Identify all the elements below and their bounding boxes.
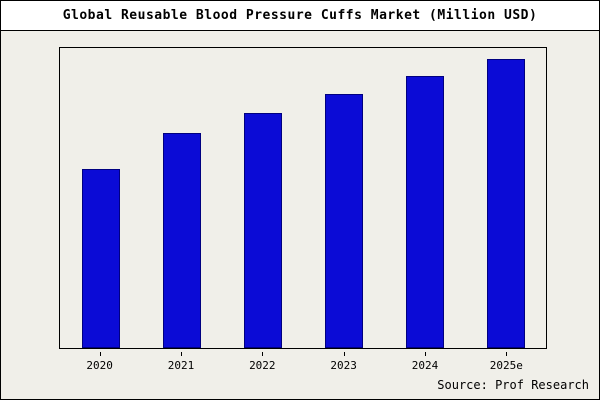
bar-column-2024 xyxy=(384,48,465,348)
x-tick-label-2023: 2023 xyxy=(330,359,357,372)
x-tick-label-2025e: 2025e xyxy=(489,359,523,372)
x-label-column-2020: 2020 xyxy=(59,352,140,372)
x-tick-label-2021: 2021 xyxy=(167,359,195,372)
bar-column-2025e xyxy=(465,48,546,348)
bar-2024 xyxy=(405,76,444,348)
x-axis-tick-2023 xyxy=(343,352,345,356)
x-label-column-2025e: 2025e xyxy=(466,352,547,372)
x-axis-tick-2025e xyxy=(506,352,508,356)
x-tick-label-2020: 2020 xyxy=(86,359,113,372)
bar-column-2022 xyxy=(222,48,303,348)
bar-2020 xyxy=(81,168,120,348)
bar-2021 xyxy=(162,133,201,348)
x-axis-tick-2020 xyxy=(99,352,101,356)
x-axis-tick-2022 xyxy=(262,352,264,356)
source-credit: Source: Prof Research xyxy=(437,378,589,392)
bar-2022 xyxy=(243,112,282,348)
bar-2023 xyxy=(324,94,363,348)
bar-column-2023 xyxy=(303,48,384,348)
bar-column-2020 xyxy=(60,48,141,348)
x-label-column-2023: 2023 xyxy=(303,352,384,372)
x-axis-tick-2024 xyxy=(424,352,426,356)
x-tick-label-2022: 2022 xyxy=(249,359,276,372)
x-axis-labels: 2020 2021 2022 2023 2024 2025e xyxy=(59,352,547,372)
x-tick-label-2024: 2024 xyxy=(411,359,439,372)
x-axis-tick-2021 xyxy=(180,352,182,356)
x-label-column-2021: 2021 xyxy=(140,352,221,372)
x-label-column-2024: 2024 xyxy=(384,352,465,372)
chart-title-box: Global Reusable Blood Pressure Cuffs Mar… xyxy=(1,1,599,31)
chart-title: Global Reusable Blood Pressure Cuffs Mar… xyxy=(62,8,538,23)
bar-column-2021 xyxy=(141,48,222,348)
bar-2025e xyxy=(486,58,525,348)
x-label-column-2022: 2022 xyxy=(222,352,303,372)
plot-area xyxy=(59,47,547,349)
